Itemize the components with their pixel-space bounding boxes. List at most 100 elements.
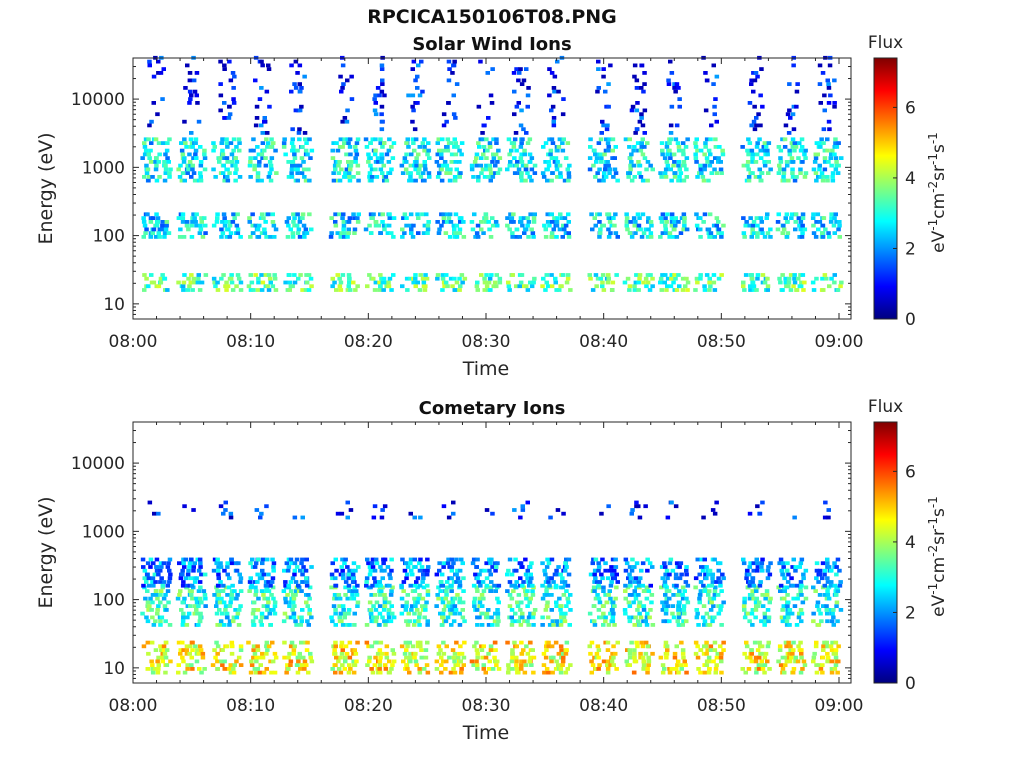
flux-cell [255, 580, 260, 584]
flux-cell [182, 178, 187, 183]
flux-cell [784, 585, 790, 590]
flux-cell [803, 148, 808, 153]
flux-cell [719, 659, 724, 664]
flux-cell [260, 557, 266, 562]
flux-cell [283, 600, 289, 605]
flux-cell [349, 74, 354, 79]
flux-cell [435, 593, 440, 597]
flux-cell [765, 231, 771, 235]
flux-cell [784, 623, 790, 627]
flux-cell [602, 152, 607, 157]
flux-cell [458, 659, 463, 664]
flux-cell [404, 160, 409, 164]
flux-cell [227, 623, 232, 627]
flux-cell [606, 276, 611, 281]
flux-cell [531, 235, 536, 239]
flux-cell [520, 508, 526, 512]
flux-cell [380, 615, 385, 620]
flux-cell [591, 585, 597, 590]
flux-cell [368, 156, 373, 160]
flux-cell [648, 231, 654, 235]
flux-cell [298, 623, 303, 627]
flux-cell [820, 561, 826, 566]
flux-cell [677, 576, 683, 581]
flux-cell [699, 557, 704, 562]
flux-cell [694, 276, 700, 281]
flux-cell [562, 580, 568, 584]
flux-cell [824, 276, 829, 281]
flux-cell [544, 589, 549, 593]
flux-cell [373, 112, 379, 117]
flux-cell [488, 93, 494, 98]
flux-cell [408, 561, 413, 566]
flux-cell [514, 659, 519, 664]
flux-cell [371, 515, 377, 520]
flux-cell [444, 163, 450, 168]
flux-cell [458, 284, 463, 289]
flux-cell [247, 163, 253, 168]
flux-cell [452, 288, 457, 292]
flux-cell [144, 171, 150, 175]
flux-cell [221, 511, 226, 516]
flux-cell [232, 216, 237, 220]
flux-cell [829, 648, 835, 652]
flux-cell [353, 568, 358, 573]
flux-cell [495, 615, 501, 620]
flux-cell [374, 561, 380, 566]
flux-cell [601, 589, 606, 593]
flux-cell [265, 131, 270, 135]
flux-cell [156, 284, 162, 289]
flux-cell [353, 160, 358, 164]
flux-cell [251, 600, 257, 605]
flux-cell [637, 119, 643, 124]
flux-cell [366, 152, 371, 157]
flux-cell [520, 615, 525, 620]
flux-cell [490, 565, 495, 569]
flux-cell [178, 227, 183, 232]
flux-cell [492, 561, 498, 566]
flux-cell [155, 611, 160, 616]
flux-cell [380, 576, 385, 581]
flux-cell [559, 611, 564, 616]
flux-cell [781, 167, 787, 172]
flux-cell [742, 600, 747, 605]
flux-cell [142, 288, 147, 292]
flux-cell [202, 572, 208, 577]
flux-cell [389, 604, 394, 608]
flux-cell [782, 576, 787, 581]
flux-cell [269, 593, 274, 597]
flux-cell [742, 235, 747, 239]
flux-cell [237, 175, 243, 179]
flux-cell [410, 93, 416, 98]
flux-cell [513, 557, 518, 562]
flux-cell [455, 568, 460, 573]
flux-cell [438, 589, 443, 593]
flux-cell [650, 276, 655, 281]
flux-cell [391, 235, 396, 239]
flux-cell [765, 284, 771, 289]
flux-cell [562, 216, 568, 220]
flux-cell [213, 175, 218, 179]
flux-cell [832, 280, 837, 285]
flux-cell [826, 515, 831, 520]
flux-cell [417, 145, 422, 149]
flux-cell [613, 231, 619, 235]
flux-cell [784, 160, 790, 164]
flux-cell [334, 568, 339, 573]
flux-cell [440, 163, 446, 168]
colorbar-unit-label: eV-1cm-2sr-1s-1 [926, 496, 949, 617]
flux-cell [540, 284, 545, 289]
flux-cell [510, 235, 515, 239]
flux-cell [781, 565, 786, 569]
flux-cell [694, 615, 700, 620]
flux-cell [487, 227, 492, 232]
flux-cell [451, 655, 457, 660]
flux-cell [452, 59, 457, 64]
flux-cell [606, 593, 611, 597]
flux-cell [605, 640, 611, 645]
flux-cell [201, 589, 207, 593]
flux-cell [564, 604, 569, 608]
flux-cell [818, 101, 823, 105]
flux-cell [259, 511, 264, 516]
flux-cell [255, 175, 261, 179]
